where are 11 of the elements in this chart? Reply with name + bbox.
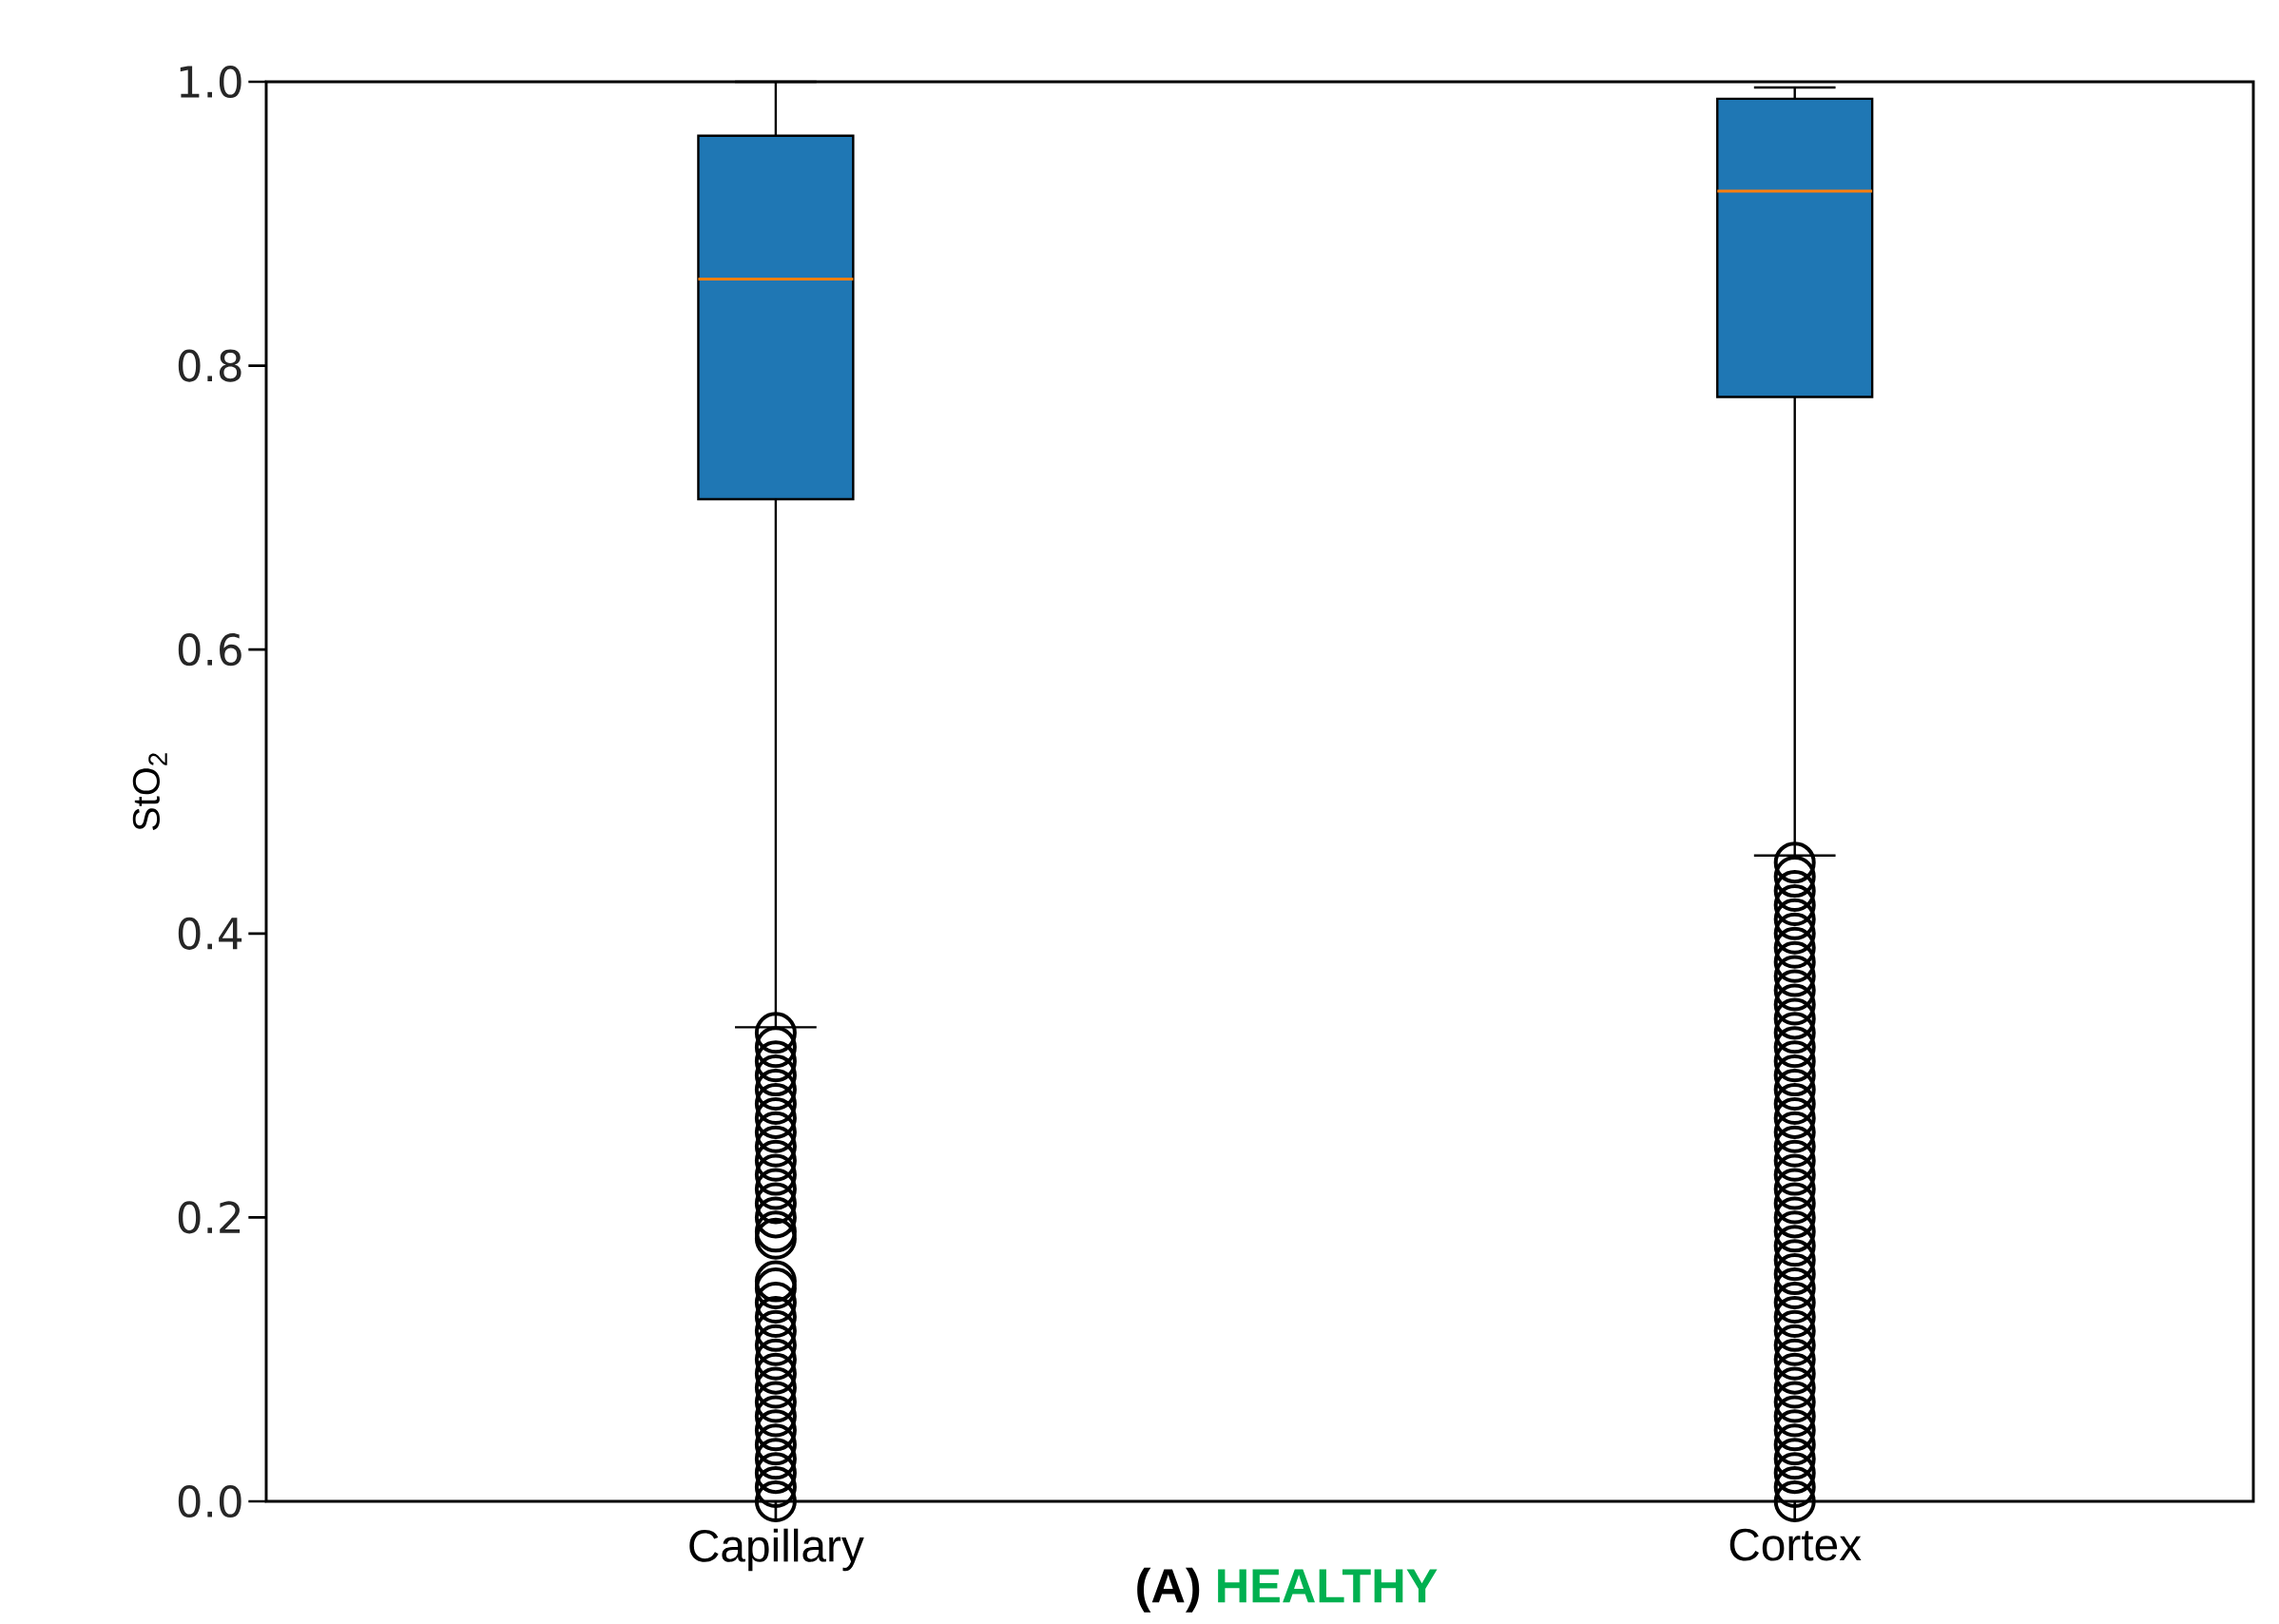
y-tick-label: 0.6 (178, 633, 241, 667)
text: (A) (1137, 1567, 1200, 1613)
y-tick-label: 0.8 (178, 349, 241, 382)
y-tick-label: 0.0 (178, 1484, 241, 1518)
text: HEALTHY (1218, 1569, 1438, 1603)
x-tick-label: Cortex (1729, 1528, 1862, 1561)
y-tick-label: 0.4 (178, 917, 242, 950)
y-tick-label: 0.2 (178, 1201, 241, 1234)
y-axis-title: StO$_{2}$ (132, 753, 167, 831)
y-tick-label: 1.0 (180, 65, 241, 99)
x-tick-label: Capillary (689, 1528, 864, 1572)
